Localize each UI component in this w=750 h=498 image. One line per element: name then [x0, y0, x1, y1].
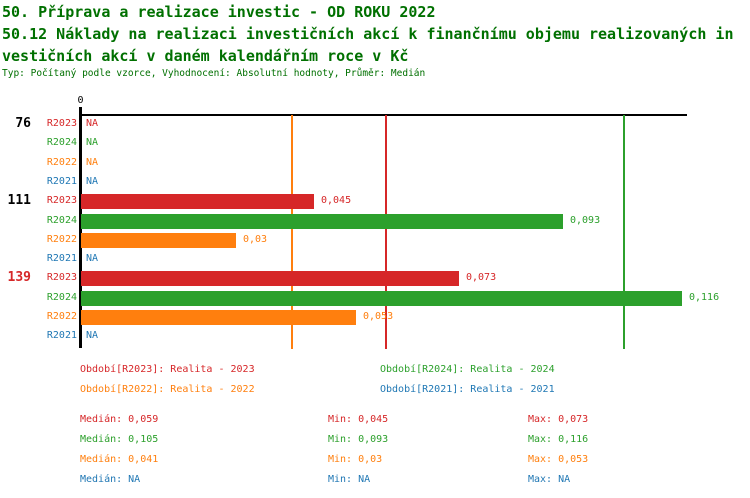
series-label: R2022: [46, 156, 77, 168]
bar-r2022: [81, 232, 236, 248]
na-value-label: NA: [86, 156, 99, 168]
na-value-label: NA: [86, 175, 99, 187]
stat-cell: Medián: 0,041: [80, 454, 159, 465]
median-line-r2022: [291, 115, 294, 349]
series-label: R2021: [46, 253, 77, 265]
group-label: 139: [7, 270, 31, 286]
series-label: R2022: [46, 233, 77, 245]
na-value-label: NA: [86, 330, 99, 342]
bar-value-label: 0,093: [570, 214, 601, 226]
series-label: R2024: [46, 137, 77, 149]
series-label: R2023: [46, 195, 77, 207]
series-label: R2021: [46, 175, 77, 187]
group-label: 76: [15, 116, 31, 131]
stat-cell: Medián: 0,105: [80, 434, 159, 445]
series-label: R2024: [46, 214, 77, 226]
report-title-line1: 50. Příprava a realizace investic - OD R…: [2, 3, 436, 21]
bar-r2024: [81, 213, 563, 229]
report-meta-line: Typ: Počítaný podle vzorce, Vyhodnocení:…: [2, 68, 426, 79]
series-label: R2023: [46, 118, 77, 129]
series-label: R2022: [46, 311, 77, 322]
legend-item: Období[R2024]: Realita - 2024: [380, 364, 555, 375]
bar-value-label: 0,116: [689, 291, 720, 303]
y-axis-line: [79, 107, 82, 348]
na-value-label: NA: [86, 253, 99, 265]
stat-cell: Min: 0,045: [328, 414, 389, 425]
median-line-r2023: [384, 115, 387, 349]
report-title-line2: 50.12 Náklady na realizaci investičních …: [2, 25, 734, 43]
stat-cell: Min: 0,093: [328, 434, 389, 445]
axis-zero-label: 0: [77, 95, 84, 106]
legend-item: Období[R2021]: Realita - 2021: [380, 384, 555, 395]
bar-r2023: [81, 271, 459, 287]
stat-cell: Max: 0,073: [528, 414, 589, 425]
bar-value-label: 0,03: [243, 233, 268, 245]
stat-cell: Medián: NA: [80, 474, 141, 485]
x-axis-top-line: [80, 114, 687, 116]
bar-value-label: 0,073: [466, 272, 497, 284]
stat-cell: Min: 0,03: [328, 454, 383, 465]
stat-cell: Max: NA: [528, 474, 571, 485]
legend-item: Období[R2023]: Realita - 2023: [80, 364, 255, 375]
group-label: 111: [7, 193, 31, 209]
bar-r2024: [81, 290, 682, 306]
median-line-r2024: [622, 115, 625, 349]
bar-r2023: [81, 194, 314, 210]
report-title-line3: vestičních akcí v daném kalendářním roce…: [2, 47, 409, 65]
na-value-label: NA: [86, 118, 99, 129]
bar-r2022: [81, 310, 356, 325]
stat-cell: Max: 0,116: [528, 434, 589, 445]
na-value-label: NA: [86, 137, 99, 149]
series-label: R2024: [46, 291, 77, 303]
stat-cell: Min: NA: [328, 474, 371, 485]
legend-item: Období[R2022]: Realita - 2022: [80, 384, 255, 395]
stat-cell: Max: 0,053: [528, 454, 589, 465]
bar-value-label: 0,045: [321, 195, 352, 207]
series-label: R2023: [46, 272, 77, 284]
series-label: R2021: [46, 330, 77, 342]
stat-cell: Medián: 0,059: [80, 414, 159, 425]
bar-value-label: 0,053: [363, 311, 394, 322]
